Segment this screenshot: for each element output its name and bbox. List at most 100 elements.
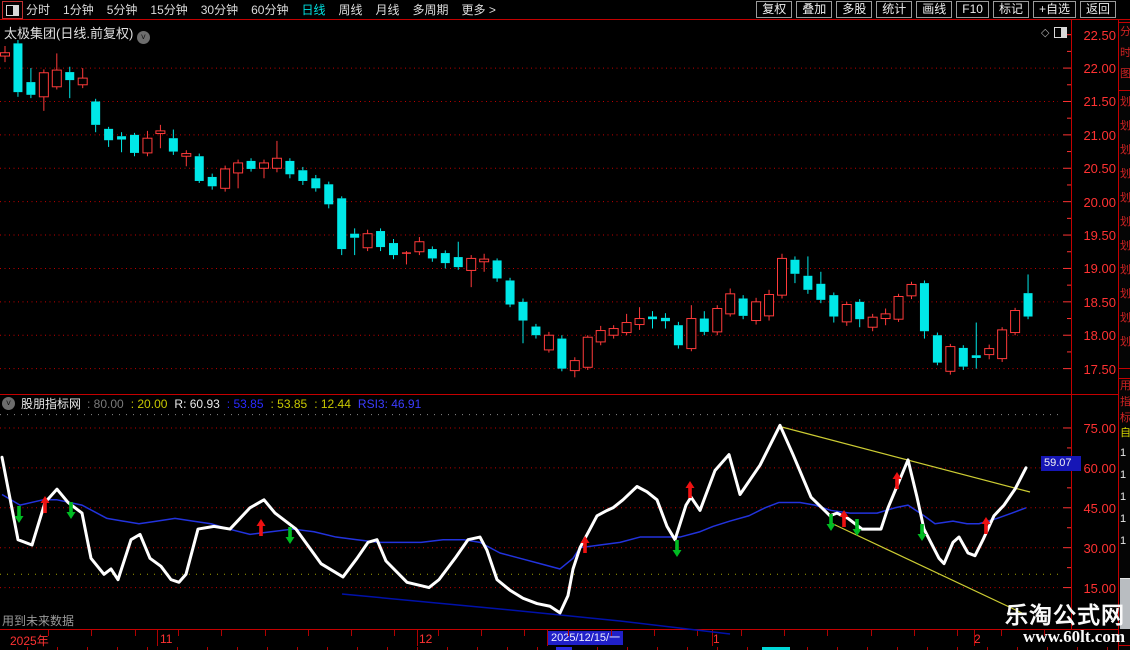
candle bbox=[958, 345, 968, 370]
strip-text: 划 bbox=[1120, 96, 1130, 108]
candlestick-series bbox=[0, 40, 1033, 378]
toolbar-divider bbox=[0, 19, 1130, 20]
candle bbox=[505, 277, 515, 308]
toolbar-button-叠加[interactable]: 叠加 bbox=[796, 1, 833, 18]
chevron-down-icon[interactable]: ˅ bbox=[2, 397, 15, 410]
date-tick bbox=[697, 630, 698, 636]
candle bbox=[984, 344, 995, 360]
strip-text: 用 bbox=[1120, 380, 1130, 392]
candle bbox=[220, 165, 231, 192]
strip-text: 划 bbox=[1120, 288, 1130, 300]
buy-arrow bbox=[839, 510, 849, 527]
candle bbox=[764, 289, 775, 321]
indicator-value: RSI3: 46.91 bbox=[357, 396, 422, 411]
clipped-bottom-row bbox=[0, 647, 1130, 650]
date-tick bbox=[957, 630, 958, 636]
toolbar-item-15分钟[interactable]: 15分钟 bbox=[150, 3, 188, 17]
month-label: 2 bbox=[974, 632, 981, 646]
strip-text: 划 bbox=[1120, 216, 1130, 228]
strip-divider bbox=[1119, 368, 1130, 369]
candle bbox=[0, 46, 10, 63]
candle bbox=[621, 313, 632, 336]
toolbar-item-周线[interactable]: 周线 bbox=[338, 3, 363, 17]
chevron-down-icon[interactable]: ˅ bbox=[136, 31, 150, 44]
toolbar-item-月线[interactable]: 月线 bbox=[375, 3, 400, 17]
indicator-label: 75.00 bbox=[1083, 420, 1116, 436]
sell-arrow bbox=[917, 524, 927, 541]
indicator-value: : 53.85 bbox=[270, 396, 308, 411]
toolbar-button-复权[interactable]: 复权 bbox=[756, 1, 793, 18]
toolbar-button-画线[interactable]: 画线 bbox=[916, 1, 953, 18]
candle bbox=[543, 331, 554, 353]
buy-arrow bbox=[256, 519, 266, 536]
indicator-label: 30.00 bbox=[1083, 540, 1116, 556]
strip-text: 1 bbox=[1120, 513, 1127, 525]
date-tick bbox=[438, 630, 439, 636]
toolbar-button-标记[interactable]: 标记 bbox=[992, 1, 1029, 18]
toolbar-item-1分钟[interactable]: 1分钟 bbox=[63, 3, 94, 17]
candle bbox=[686, 305, 697, 352]
diamond-icon[interactable]: ◇ bbox=[1041, 27, 1050, 39]
candle bbox=[26, 68, 36, 99]
clipped-tick bbox=[507, 647, 508, 650]
price-label: 21.00 bbox=[1083, 127, 1116, 143]
price-label: 19.50 bbox=[1083, 228, 1116, 244]
candle bbox=[712, 305, 723, 336]
date-tick bbox=[784, 630, 785, 636]
candle bbox=[104, 126, 114, 147]
candle bbox=[608, 325, 619, 339]
future-data-note: 用到未来数据 bbox=[2, 614, 75, 628]
month-tick bbox=[157, 630, 158, 646]
date-tick bbox=[265, 630, 266, 636]
toolbar-button-多股[interactable]: 多股 bbox=[836, 1, 873, 18]
date-tick bbox=[48, 630, 49, 636]
clipped-tick bbox=[1107, 647, 1108, 650]
price-label: 20.50 bbox=[1083, 161, 1116, 177]
date-tick bbox=[178, 630, 179, 636]
toolbar-button-统计[interactable]: 统计 bbox=[876, 1, 913, 18]
toolbar-button-+自选[interactable]: +自选 bbox=[1032, 1, 1076, 18]
clipped-tick bbox=[447, 647, 448, 650]
toolbar-item-分时[interactable]: 分时 bbox=[26, 3, 51, 17]
toolbar-item-更多 >[interactable]: 更多 > bbox=[461, 3, 496, 17]
clipped-tick bbox=[57, 647, 58, 650]
candle bbox=[725, 288, 736, 317]
candle bbox=[738, 295, 748, 320]
toolbar-button-返回[interactable]: 返回 bbox=[1079, 1, 1116, 18]
clipped-tick bbox=[477, 647, 478, 650]
clipped-tick bbox=[117, 647, 118, 650]
strip-text: 自 bbox=[1120, 427, 1130, 439]
toolbar-item-5分钟[interactable]: 5分钟 bbox=[106, 3, 138, 17]
candle bbox=[699, 311, 709, 336]
toolbar-button-F10[interactable]: F10 bbox=[956, 1, 989, 18]
indicator-value: : 12.44 bbox=[314, 396, 351, 411]
candle bbox=[803, 256, 813, 294]
price-axis-line bbox=[1071, 20, 1072, 629]
toolbar-item-60分钟[interactable]: 60分钟 bbox=[251, 3, 289, 17]
date-tick bbox=[524, 630, 525, 636]
candle bbox=[466, 255, 477, 288]
window-layout-icon[interactable] bbox=[2, 1, 23, 19]
toolbar-item-多周期[interactable]: 多周期 bbox=[412, 3, 449, 17]
price-label: 17.50 bbox=[1083, 361, 1116, 377]
date-tick bbox=[611, 630, 612, 636]
date-tick bbox=[308, 630, 309, 636]
clipped-tick bbox=[267, 647, 268, 650]
month-label: 1 bbox=[713, 632, 720, 646]
date-tick bbox=[871, 630, 872, 636]
date-tick bbox=[568, 630, 569, 636]
clipped-tick bbox=[927, 647, 928, 650]
toolbar-item-30分钟[interactable]: 30分钟 bbox=[200, 3, 239, 17]
scrollbar-thumb[interactable] bbox=[1120, 578, 1130, 629]
toolbar-item-日线[interactable]: 日线 bbox=[301, 3, 326, 17]
strip-divider bbox=[1119, 645, 1130, 646]
price-label: 19.00 bbox=[1083, 261, 1116, 277]
clipped-tick bbox=[357, 647, 358, 650]
candle bbox=[1023, 274, 1033, 320]
price-label: 22.00 bbox=[1083, 61, 1116, 77]
indicator-values: : 80.00: 20.00 R: 60.93: 53.85: 53.85: 12… bbox=[87, 397, 421, 411]
candle bbox=[582, 335, 593, 370]
indicator-value: R: 60.93 bbox=[174, 396, 220, 411]
window-split-icon[interactable] bbox=[1054, 27, 1068, 38]
